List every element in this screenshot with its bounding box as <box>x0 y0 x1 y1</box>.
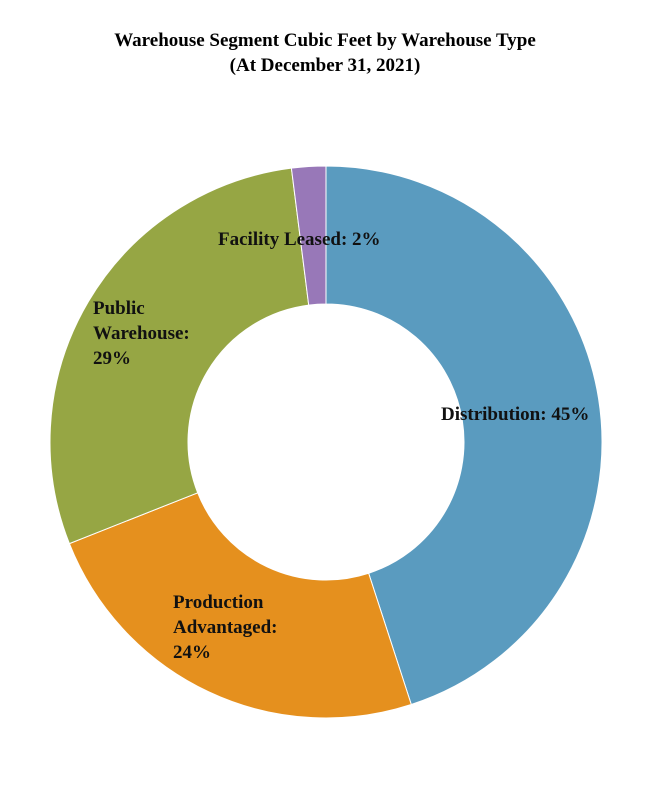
donut-slice-1 <box>68 492 412 719</box>
slice-label-0: Distribution: 45% <box>441 404 589 425</box>
slice-label-line: Distribution: 45% <box>441 404 589 425</box>
donut-slice-3 <box>290 165 327 306</box>
donut-slice-0 <box>325 165 603 706</box>
slice-label-line: Public <box>93 298 145 319</box>
slice-label-line: 29% <box>93 348 131 369</box>
slice-label-line: Warehouse: <box>93 323 190 344</box>
slice-labels: Distribution: 45% Production Advantaged: 24… <box>93 229 589 663</box>
slice-label-line: Facility Leased: 2% <box>218 229 381 250</box>
slice-label-line: Advantaged: <box>173 617 278 638</box>
chart-subtitle: (At December 31, 2021) <box>229 55 421 76</box>
slice-label-line: 24% <box>173 642 211 663</box>
slice-label-3: Facility Leased: 2% <box>218 229 381 250</box>
chart-title-block: Warehouse Segment Cubic Feet by Warehous… <box>0 28 650 78</box>
slice-label-1: Production Advantaged: 24% <box>173 592 278 663</box>
donut-slices <box>49 165 603 719</box>
chart-title: Warehouse Segment Cubic Feet by Warehous… <box>114 30 536 51</box>
donut-slice-2 <box>49 167 310 545</box>
slice-label-line: Production <box>173 592 264 613</box>
slice-label-2: Public Warehouse: 29% <box>93 298 190 369</box>
